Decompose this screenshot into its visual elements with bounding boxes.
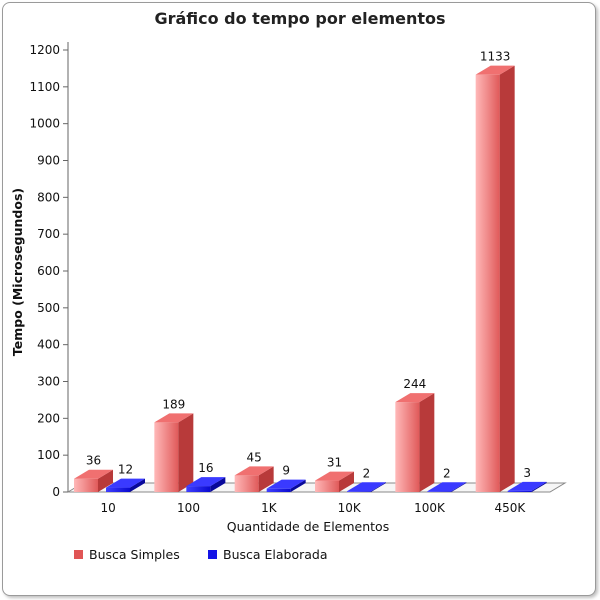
legend: Busca Simples Busca Elaborada (74, 547, 328, 562)
data-label: 45 (247, 450, 262, 464)
y-tick-label: 100 (37, 448, 60, 462)
bar-busca-elaborada-10k (347, 482, 386, 492)
y-tick-label: 600 (37, 264, 60, 278)
x-tick-label: 10K (338, 501, 362, 515)
y-tick-label: 800 (37, 190, 60, 204)
data-label: 189 (162, 397, 185, 411)
y-tick-label: 500 (37, 301, 60, 315)
data-label: 244 (403, 377, 426, 391)
x-axis-label: Quantidade de Elementos (227, 519, 389, 534)
y-tick-label: 700 (37, 227, 60, 241)
legend-label: Busca Simples (89, 547, 180, 562)
data-label: 2 (443, 466, 451, 480)
x-tick-label: 100K (414, 501, 446, 515)
y-tick-label: 1000 (29, 117, 60, 131)
bar-busca-simples-1k (234, 466, 274, 492)
data-label: 2 (363, 466, 371, 480)
bar-busca-elaborada-100 (186, 477, 226, 492)
data-label: 3 (523, 466, 531, 480)
data-label: 16 (198, 461, 213, 475)
bar-busca-simples-10 (74, 469, 113, 492)
y-tick-label: 1100 (29, 80, 60, 94)
x-ticks: 10 100 1K 10K 100K 450K (101, 501, 527, 515)
y-tick-label: 0 (52, 485, 60, 499)
y-tick-label: 900 (37, 154, 60, 168)
legend-item-busca-simples: Busca Simples (74, 547, 180, 562)
y-tick-label: 400 (37, 338, 60, 352)
y-tick-label: 200 (37, 411, 60, 425)
data-label: 9 (282, 464, 290, 478)
bar-busca-simples-100 (154, 413, 194, 492)
legend-swatch (74, 550, 83, 559)
data-label: 31 (327, 456, 342, 470)
bar-busca-elaborada-450k (507, 481, 547, 492)
data-label: 12 (118, 463, 133, 477)
data-label: 1133 (480, 50, 511, 64)
bar-busca-elaborada-1k (266, 479, 306, 492)
legend-item-busca-elaborada: Busca Elaborada (208, 547, 328, 562)
y-tick-label: 300 (37, 375, 60, 389)
legend-swatch (208, 550, 217, 559)
bar-busca-simples-10k (315, 471, 354, 492)
bar-busca-simples-100k (395, 393, 435, 492)
bar-busca-elaborada-100k (427, 482, 467, 492)
x-tick-label: 100 (177, 501, 200, 515)
y-tick-label: 1200 (29, 43, 60, 57)
y-ticks: 0 100 200 300 400 500 600 700 800 900 1000 1100 1200 (29, 43, 68, 499)
x-tick-label: 450K (494, 501, 526, 515)
chart-title: Gráfico do tempo por elementos (154, 9, 445, 28)
x-tick-label: 1K (261, 501, 278, 515)
bar-busca-elaborada-10 (106, 478, 145, 492)
bars: 36 12 189 16 45 9 31 2 244 2 1133 3 (74, 50, 547, 492)
data-label: 36 (86, 454, 101, 468)
x-tick-label: 10 (101, 501, 116, 515)
y-axis-label: Tempo (Microsegundos) (10, 188, 25, 356)
bar-busca-simples-450k (475, 65, 515, 492)
legend-label: Busca Elaborada (223, 547, 328, 562)
